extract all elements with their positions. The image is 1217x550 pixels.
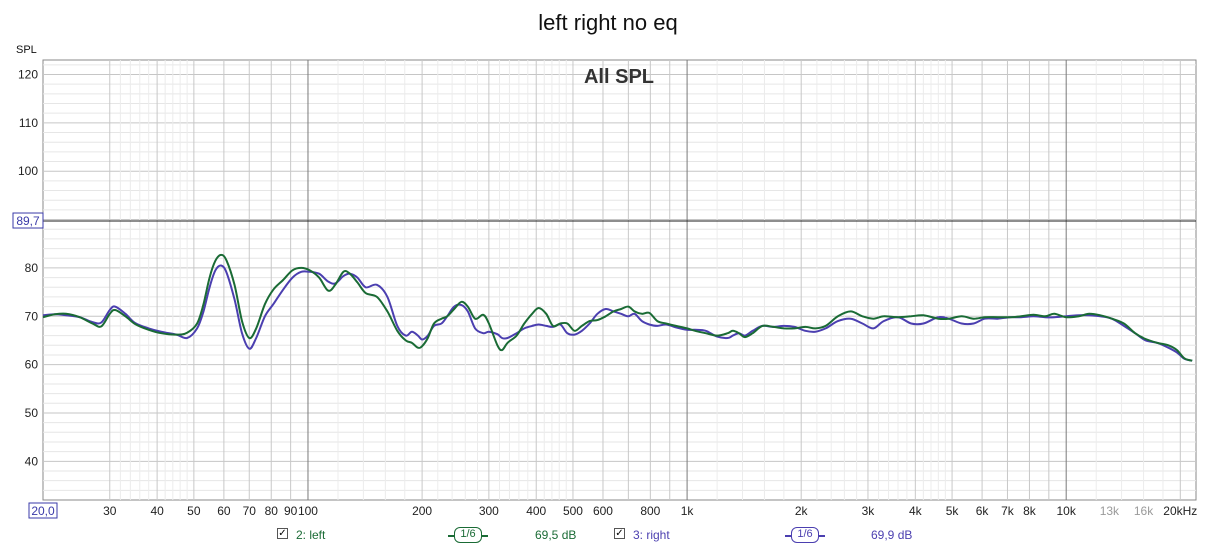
x-tick-label: 500 <box>563 504 583 518</box>
x-tick-label: 5k <box>946 504 960 518</box>
x-tick-label: 2k <box>795 504 809 518</box>
y-tick-label: 80 <box>25 261 39 275</box>
x-tick-label: 600 <box>593 504 613 518</box>
y-tick-label: 60 <box>25 358 39 372</box>
series-right-checkbox[interactable]: ✓ <box>614 528 625 539</box>
x-tick-label: 8k <box>1023 504 1037 518</box>
x-tick-label: 20kHz <box>1163 504 1197 518</box>
series-left-smoothing-button[interactable]: 1/6 <box>454 527 482 543</box>
series-lines <box>42 253 1193 362</box>
x-tick-label: 100 <box>298 504 318 518</box>
x-tick-label: 800 <box>640 504 660 518</box>
plot-area[interactable] <box>42 59 1197 501</box>
chart-title: left right no eq <box>538 10 677 35</box>
x-tick-label: 6k <box>976 504 990 518</box>
x-tick-label: 300 <box>479 504 499 518</box>
x-tick-label: 3k <box>862 504 876 518</box>
series-left-level: 69,5 dB <box>535 528 577 542</box>
x-tick-label: 16k <box>1134 504 1154 518</box>
x-tick-label: 13k <box>1100 504 1120 518</box>
series-right-label: 3: right <box>633 528 670 542</box>
x-tick-label: 1k <box>681 504 695 518</box>
x-tick-label: 60 <box>217 504 231 518</box>
x-start-label: 20,0 <box>31 504 55 518</box>
x-tick-label: 30 <box>103 504 117 518</box>
grid-lines <box>43 60 1196 500</box>
y-tick-label: 100 <box>18 164 38 178</box>
series-left-label: 2: left <box>296 528 326 542</box>
y-tick-label: 40 <box>25 454 39 468</box>
x-tick-label: 50 <box>187 504 201 518</box>
y-tick-label: 70 <box>25 309 39 323</box>
series-left-checkbox[interactable]: ✓ <box>277 528 288 539</box>
x-start-box <box>28 502 58 519</box>
x-tick-label: 4k <box>909 504 923 518</box>
x-tick-label: 90 <box>284 504 298 518</box>
series-right-level: 69,9 dB <box>871 528 913 542</box>
series-right-smoothing-button[interactable]: 1/6 <box>791 527 819 543</box>
y-tick-label: 110 <box>19 116 38 130</box>
x-tick-label: 80 <box>265 504 279 518</box>
reference-line-label: 89,7 <box>16 214 40 228</box>
x-tick-label: 7k <box>1001 504 1015 518</box>
y-tick-label: 120 <box>18 68 38 82</box>
x-tick-label: 70 <box>243 504 257 518</box>
x-tick-label: 400 <box>526 504 546 518</box>
reference-line-box <box>12 212 44 229</box>
x-tick-label: 10k <box>1057 504 1077 518</box>
y-axis-label: SPL <box>16 44 37 56</box>
reference-line-group: 89,7 <box>12 212 1196 229</box>
y-tick-label: 50 <box>25 406 39 420</box>
x-tick-label: 40 <box>150 504 164 518</box>
x-tick-label: 200 <box>412 504 432 518</box>
inner-title: All SPL <box>584 66 654 88</box>
series-left-line <box>42 253 1193 362</box>
